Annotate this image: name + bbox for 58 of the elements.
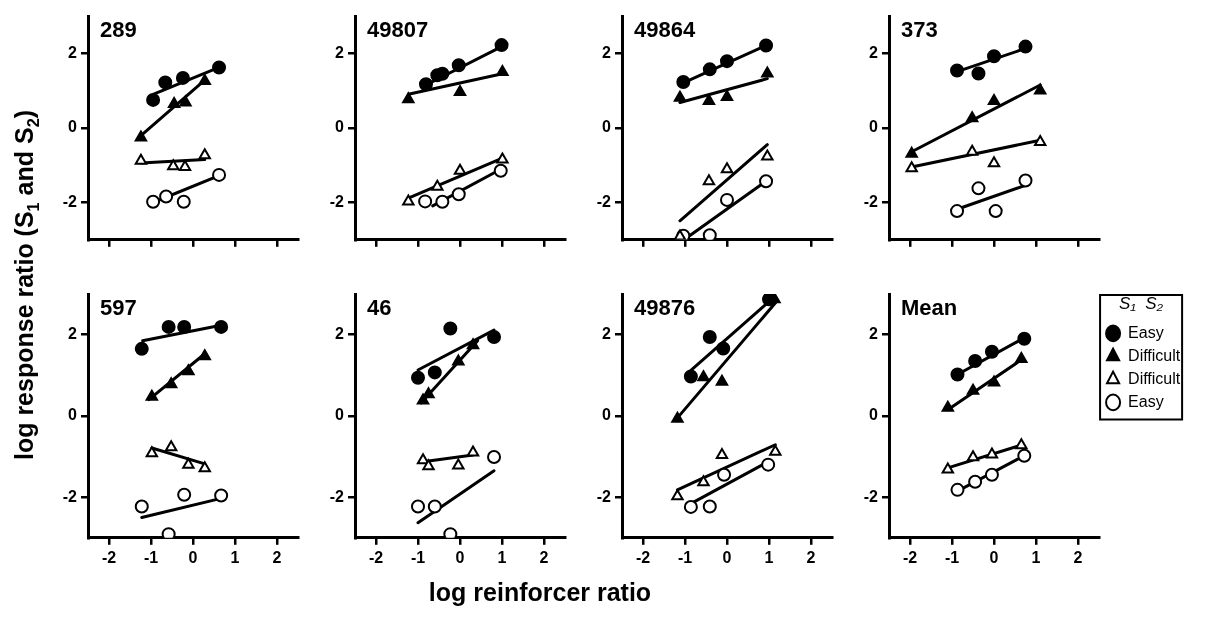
legend-label: Easy xyxy=(1128,392,1164,410)
chart-title: 49876 xyxy=(634,295,696,321)
y-tick-label: -2 xyxy=(329,487,345,505)
y-tick-label: -2 xyxy=(329,192,345,210)
chart-title: 373 xyxy=(901,17,938,43)
legend-title: S₁ S₂ xyxy=(1119,294,1164,314)
y-tick-label: 2 xyxy=(68,43,78,61)
chart-title: 46 xyxy=(367,295,392,321)
legend-label: Difficult xyxy=(1128,346,1181,364)
y-tick-label: 0 xyxy=(869,118,879,136)
x-tick-label: -1 xyxy=(410,548,426,566)
x-tick-label: -2 xyxy=(635,548,651,566)
chart-title: 289 xyxy=(100,17,137,43)
y-tick-label: 2 xyxy=(602,43,612,61)
x-tick-label: 1 xyxy=(764,548,774,566)
x-tick-label: 2 xyxy=(1073,548,1083,566)
y-tick-label: 0 xyxy=(68,406,78,424)
x-tick-label: 1 xyxy=(1031,548,1041,566)
x-tick-label: 2 xyxy=(272,548,282,566)
y-tick-label: -2 xyxy=(596,192,612,210)
chart-title: Mean xyxy=(901,295,958,321)
x-tick-label: 1 xyxy=(497,548,507,566)
y-tick-label: 0 xyxy=(602,118,612,136)
x-tick-label: 0 xyxy=(455,548,465,566)
y-tick-label: 0 xyxy=(335,118,345,136)
x-tick-label: -2 xyxy=(902,548,918,566)
y-tick-label: 0 xyxy=(335,406,345,424)
x-tick-label: 2 xyxy=(806,548,816,566)
x-tick-label: -1 xyxy=(143,548,159,566)
chart-title: 49807 xyxy=(367,17,429,43)
x-tick-label: 0 xyxy=(989,548,999,566)
chart-title: 597 xyxy=(100,295,137,321)
y-tick-label: 2 xyxy=(68,325,78,343)
chart-title: 49864 xyxy=(634,17,696,43)
y-tick-label: 2 xyxy=(335,325,345,343)
x-axis-title: log reinforcer ratio xyxy=(428,578,652,607)
x-tick-label: 2 xyxy=(539,548,549,566)
y-tick-label: 2 xyxy=(869,325,879,343)
y-tick-label: -2 xyxy=(863,487,879,505)
x-tick-label: -1 xyxy=(944,548,960,566)
x-tick-label: 0 xyxy=(722,548,732,566)
x-tick-label: 0 xyxy=(188,548,198,566)
x-tick-label: -2 xyxy=(101,548,117,566)
y-tick-label: 2 xyxy=(602,325,612,343)
y-tick-label: 0 xyxy=(602,406,612,424)
y-tick-label: 2 xyxy=(335,43,345,61)
y-tick-label: -2 xyxy=(62,487,78,505)
legend-label: Easy xyxy=(1128,323,1164,341)
x-tick-label: 1 xyxy=(230,548,240,566)
y-tick-label: 0 xyxy=(869,406,879,424)
x-tick-label: -2 xyxy=(368,548,384,566)
y-tick-label: -2 xyxy=(596,487,612,505)
y-tick-label: 2 xyxy=(869,43,879,61)
y-tick-label: -2 xyxy=(62,192,78,210)
x-tick-label: -1 xyxy=(677,548,693,566)
y-tick-label: 0 xyxy=(68,118,78,136)
y-tick-label: -2 xyxy=(863,192,879,210)
legend-label: Difficult xyxy=(1128,369,1181,387)
